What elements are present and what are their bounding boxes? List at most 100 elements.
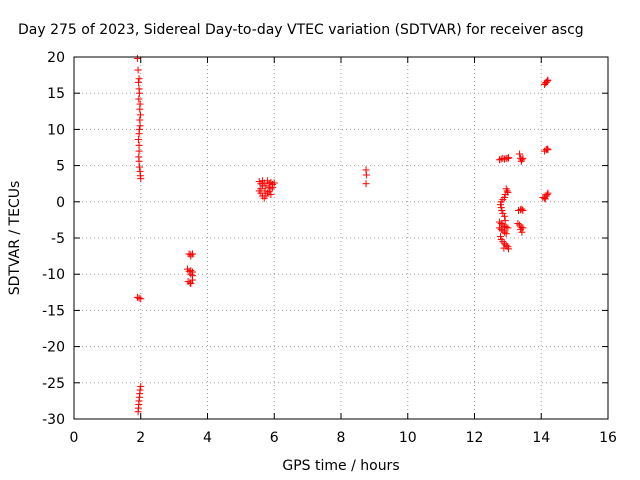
data-point [501,217,509,225]
data-point [362,180,370,188]
chart-title: Day 275 of 2023, Sidereal Day-to-day VTE… [18,22,584,38]
y-tick-label: 20 [47,50,65,66]
data-point [498,206,506,214]
y-tick-label: -25 [42,376,65,392]
data-point [500,244,508,252]
data-point [543,145,551,153]
y-tick-label: -15 [42,303,65,319]
data-point [501,228,509,236]
data-point [135,95,143,103]
data-point [519,154,527,162]
data-point [269,183,277,191]
data-point [134,408,142,416]
x-tick-label: 14 [532,430,550,446]
x-tick-label: 10 [399,430,417,446]
data-point [543,191,551,199]
data-point [499,227,507,235]
y-tick-label: -10 [42,267,65,283]
data-point [505,245,513,253]
data-point [501,240,509,248]
data-point [517,157,525,165]
x-tick-label: 4 [203,430,212,446]
data-point [262,192,270,200]
data-point [543,77,551,85]
x-tick-label: 16 [599,430,617,446]
x-tick-label: 2 [136,430,145,446]
data-point [542,192,550,200]
y-tick-label: 10 [47,122,65,138]
data-point [264,189,272,197]
data-point [135,163,143,171]
data-point [137,175,145,183]
data-point [505,154,513,162]
data-point [501,191,509,199]
grid [74,57,608,419]
data-point [134,78,142,86]
data-point [519,206,527,214]
data-point [136,122,144,130]
data-point [265,188,273,196]
y-tick-label: 5 [56,159,65,175]
data-point [497,204,505,212]
y-tick-label: -20 [42,340,65,356]
data-point [267,191,275,199]
x-tick-label: 0 [70,430,79,446]
data-point [544,189,552,197]
data-point [188,276,196,284]
x-axis-label: GPS time / hours [282,458,399,474]
data-point [497,233,505,241]
data-point [518,156,526,164]
axis-ticks [73,56,609,420]
y-tick-label: -30 [42,412,65,428]
data-point [502,223,510,231]
data-point [185,267,193,275]
data-point [499,209,507,217]
x-tick-label: 8 [337,430,346,446]
data-point [503,187,511,195]
y-tick-label: 0 [56,195,65,211]
data-point [135,294,143,302]
data-point [541,195,549,203]
data-point [262,182,270,190]
data-point [135,130,143,138]
data-point [544,76,552,84]
x-tick-label: 6 [270,430,279,446]
data-point [502,230,510,238]
data-point [133,293,141,301]
data-point [137,295,145,303]
data-point [136,105,144,113]
data-point [257,189,265,197]
data-point [135,75,143,83]
data-point [518,205,526,213]
data-point [187,280,195,288]
data-point [133,54,141,62]
axis-tick-labels: 0 2 4 6 8 10 12 14 16 20 15 10 5 0 -5 -10 -15 -20 -25 -30 [42,50,617,446]
data-point [516,150,524,158]
data-points [133,54,552,416]
data-point [135,89,143,97]
data-point [501,212,509,220]
data-point [134,136,142,144]
data-point [544,146,552,154]
data-point [497,225,505,233]
data-point [496,224,504,232]
y-tick-label: 15 [47,86,65,102]
data-point [518,228,526,236]
data-point [187,252,195,260]
x-tick-label: 12 [466,430,484,446]
data-point [497,201,505,209]
data-point [496,156,504,164]
data-point [504,154,512,162]
data-point [362,171,370,179]
data-point [517,225,525,233]
y-axis-label: SDTVAR / TECUs [7,181,23,296]
data-point [504,224,512,232]
y-tick-label: -5 [51,231,65,247]
data-point [134,66,142,74]
data-point [514,220,522,228]
data-point [187,270,195,278]
data-point [259,177,267,185]
data-point [501,155,509,163]
data-point [137,382,145,390]
